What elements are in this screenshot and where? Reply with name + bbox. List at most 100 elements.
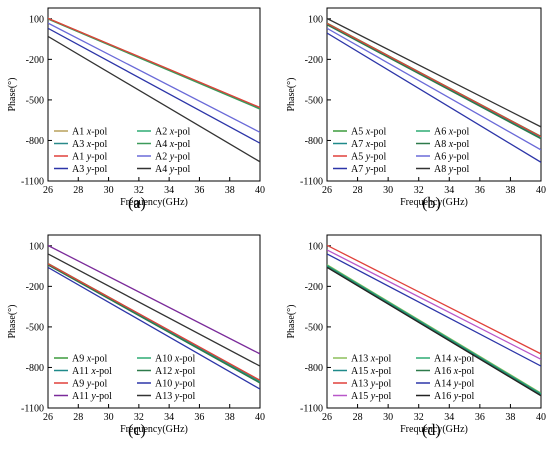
legend-entry: A13 y-pol <box>351 379 392 390</box>
x-tick-label: 40 <box>255 412 265 423</box>
plot-frame <box>326 7 542 182</box>
x-tick-label: 30 <box>104 185 114 196</box>
legend-entry: A15 y-pol <box>351 391 392 402</box>
y-tick-label: -1100 <box>300 404 323 415</box>
legend-entry: A8 y-pol <box>434 164 470 175</box>
y-tick-label: -1100 <box>300 177 323 188</box>
legend-entry: A6 x-pol <box>434 127 470 138</box>
x-tick-label: 38 <box>225 185 235 196</box>
x-tick-label: 40 <box>536 185 546 196</box>
x-tick-label: 40 <box>536 412 546 423</box>
series-line-a14-y-pol <box>327 253 541 367</box>
legend-entry: A1 y-pol <box>72 152 108 163</box>
legend-entry: A1 x-pol <box>72 127 108 138</box>
series-line-a13-y-pol <box>327 244 541 355</box>
legend-entry: A10 y-pol <box>155 379 196 390</box>
y-tick-label: 100 <box>308 241 323 252</box>
legend-entry: A14 x-pol <box>434 354 475 365</box>
series-line-a9-y-pol <box>48 263 260 381</box>
y-tick-label: 100 <box>29 14 44 25</box>
y-tick-label: -200 <box>26 55 44 66</box>
y-tick-label: -1100 <box>21 404 44 415</box>
legend-entry: A11 y-pol <box>72 391 112 402</box>
plot-frame <box>47 7 261 182</box>
y-tick-label: -800 <box>305 363 323 374</box>
x-tick-label: 38 <box>505 185 515 196</box>
y-tick-label: -200 <box>305 282 323 293</box>
series-line-a7-y-pol <box>327 32 541 163</box>
panel-label-b: (b) <box>422 195 441 212</box>
series-line-a5-y-pol <box>327 22 541 138</box>
x-tick-label: 34 <box>164 185 174 196</box>
chart-panel-2: 26 28 30 32 34 36 38 40 100 -200 -500 -800 -1100 Freq… <box>286 7 546 208</box>
series-line-a4-x-pol <box>48 18 260 110</box>
legend-entry: A7 y-pol <box>351 164 387 175</box>
series-line-a10-y-pol <box>48 266 260 390</box>
x-tick-label: 28 <box>353 185 363 196</box>
series-line-a8-x-pol <box>327 24 541 140</box>
y-tick-label: 100 <box>29 241 44 252</box>
legend-entry: A5 y-pol <box>351 152 387 163</box>
legend-entry: A6 y-pol <box>434 152 470 163</box>
x-tick-label: 34 <box>164 412 174 423</box>
x-axis-label: Frequency(GHz) <box>400 197 468 208</box>
chart-panel-3: 26 28 30 32 34 36 38 40 100 -200 -500 -800 -1100 Freq… <box>7 234 265 435</box>
x-tick-label: 40 <box>255 185 265 196</box>
x-tick-label: 26 <box>43 412 53 423</box>
legend-entry: A3 y-pol <box>72 164 108 175</box>
y-tick-label: -800 <box>26 136 44 147</box>
plot-frame <box>326 234 542 409</box>
y-tick-label: -500 <box>26 95 44 106</box>
x-tick-label: 38 <box>505 412 515 423</box>
x-tick-label: 30 <box>383 412 393 423</box>
x-tick-label: 32 <box>414 185 424 196</box>
legend-entry: A16 x-pol <box>434 366 475 377</box>
legend-entry: A14 y-pol <box>434 379 475 390</box>
y-axis-label: Phase(°) <box>7 78 18 112</box>
y-axis-label: Phase(°) <box>286 305 297 339</box>
x-tick-label: 28 <box>353 412 363 423</box>
legend-entry: A13 x-pol <box>351 354 392 365</box>
legend-entry: A8 x-pol <box>434 139 470 150</box>
x-axis-label: Frequency(GHz) <box>400 424 468 435</box>
x-tick-label: 36 <box>475 185 485 196</box>
legend-entry: A15 x-pol <box>351 366 392 377</box>
legend-entry: A2 x-pol <box>155 127 191 138</box>
x-tick-label: 26 <box>322 412 332 423</box>
legend-entry: A3 x-pol <box>72 139 108 150</box>
chart-panel-4: 26 28 30 32 34 36 38 40 100 -200 -500 -800 -1100 Freq… <box>286 234 546 435</box>
x-tick-label: 32 <box>134 412 144 423</box>
x-tick-label: 36 <box>194 412 204 423</box>
x-tick-label: 28 <box>73 185 83 196</box>
x-tick-label: 32 <box>134 185 144 196</box>
x-tick-label: 26 <box>322 185 332 196</box>
y-tick-label: -800 <box>26 363 44 374</box>
series-line-a3-y-pol <box>48 27 260 144</box>
y-tick-label: -1100 <box>21 177 44 188</box>
legend-entry: A12 x-pol <box>155 366 196 377</box>
series-line-a2-y-pol <box>48 22 260 133</box>
y-axis-label: Phase(°) <box>286 78 297 112</box>
x-tick-label: 28 <box>73 412 83 423</box>
series-line-a1-y-pol <box>48 17 260 109</box>
x-tick-label: 30 <box>104 412 114 423</box>
legend-entry: A11 x-pol <box>72 366 112 377</box>
y-tick-label: -500 <box>305 322 323 333</box>
y-tick-label: -200 <box>26 282 44 293</box>
chart-panel-1: 26 28 30 32 34 36 38 40 100 -200 -500 -800 -1100 Freq… <box>7 7 265 208</box>
series-line-a12-x-pol <box>48 264 260 384</box>
legend-entry: A4 x-pol <box>155 139 191 150</box>
series-line-a11-y-pol <box>48 244 260 355</box>
panel-label-c: (c) <box>128 422 146 439</box>
legend-entry: A9 x-pol <box>72 354 108 365</box>
legend-entry: A2 y-pol <box>155 152 191 163</box>
y-tick-label: -800 <box>305 136 323 147</box>
series-line-a16-y-pol <box>327 266 541 397</box>
x-tick-label: 34 <box>444 412 454 423</box>
legend-entry: A9 y-pol <box>72 379 108 390</box>
y-tick-label: 100 <box>308 14 323 25</box>
panel-label-d: (d) <box>422 422 441 439</box>
x-tick-label: 36 <box>194 185 204 196</box>
series-line-a4-y-pol <box>48 35 260 163</box>
x-tick-label: 36 <box>475 412 485 423</box>
